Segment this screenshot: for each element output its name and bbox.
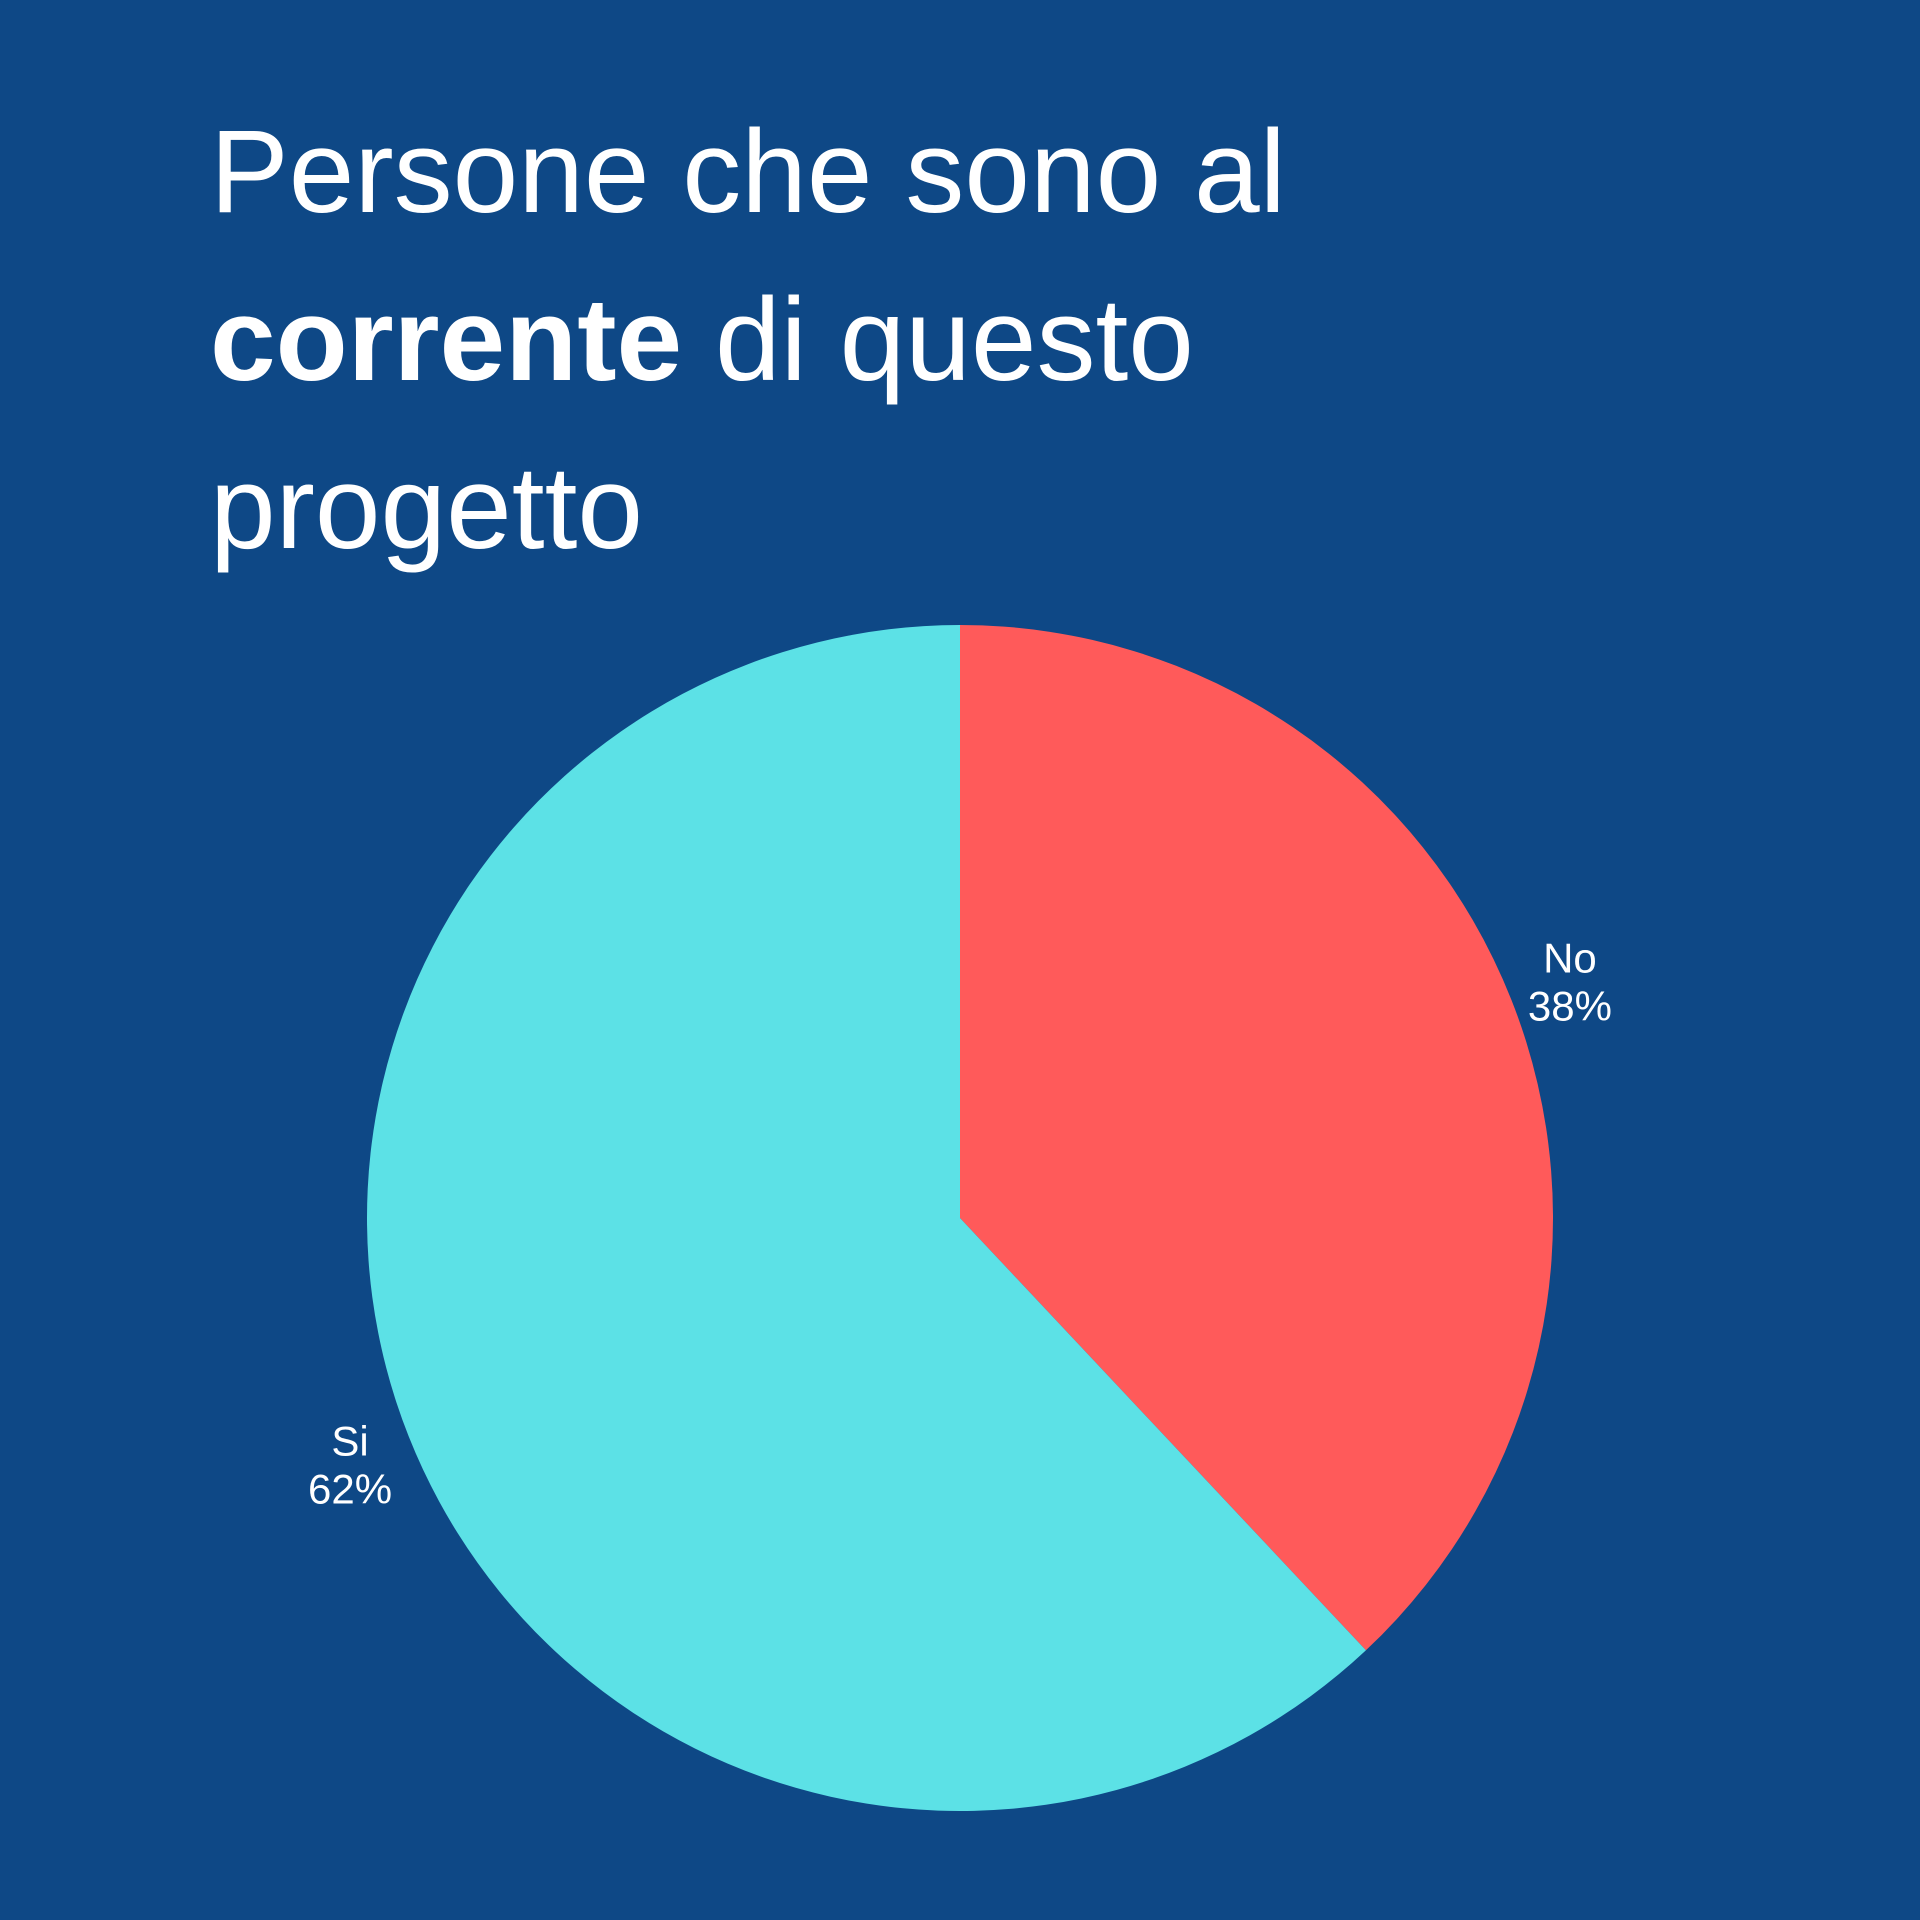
pie-label-value: 38% bbox=[1528, 983, 1612, 1030]
pie-label-name: No bbox=[1543, 935, 1597, 982]
pie-label-value: 62% bbox=[308, 1465, 392, 1512]
chart-title-bold: corrente bbox=[210, 274, 683, 406]
pie-label-name: Si bbox=[331, 1417, 368, 1464]
pie-slice-no bbox=[960, 625, 1554, 1651]
chart-title-part1: Persone che sono al bbox=[210, 106, 1286, 238]
pie-slice-si bbox=[366, 625, 1366, 1811]
chart-title-part2: di questo progetto bbox=[210, 274, 1194, 574]
pie-slices bbox=[366, 625, 1554, 1811]
chart-title: Persone che sono al corrente di questo p… bbox=[210, 88, 1510, 592]
